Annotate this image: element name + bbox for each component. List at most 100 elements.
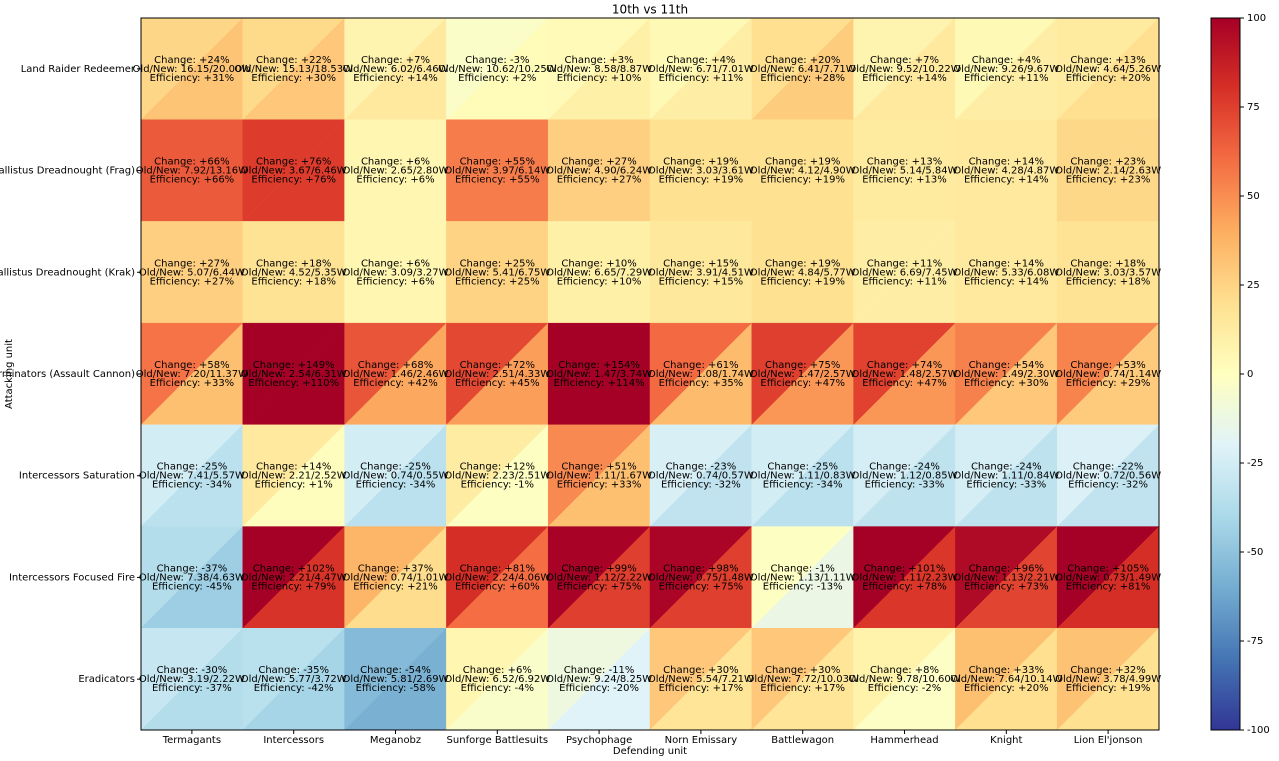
- x-tick-label: Intercessors: [263, 735, 324, 746]
- change-label: Change: +22%: [256, 55, 331, 66]
- change-label: Change: +20%: [765, 55, 840, 66]
- x-tick-label: Lion El'jonson: [1074, 735, 1143, 746]
- efficiency-label: Efficiency: +10%: [557, 73, 642, 84]
- change-label: Change: +6%: [361, 157, 430, 168]
- old-new-label: Old/New: 16.15/20.00W: [133, 64, 252, 75]
- change-label: Change: +149%: [253, 360, 335, 371]
- change-label: Change: +19%: [765, 258, 840, 269]
- old-new-label: Old/New: 5.33/6.08W: [953, 267, 1059, 278]
- old-new-label: Old/New: 5.77/3.72W: [241, 674, 347, 685]
- old-new-label: Old/New: 7.72/10.03W: [747, 674, 859, 685]
- change-label: Change: +66%: [154, 157, 229, 168]
- old-new-label: Old/New: 3.78/4.99W: [1055, 674, 1161, 685]
- change-label: Change: -30%: [157, 665, 228, 676]
- old-new-label: Old/New: 4.52/5.35W: [241, 267, 347, 278]
- change-label: Change: -11%: [564, 665, 635, 676]
- change-label: Change: +81%: [460, 563, 535, 574]
- old-new-label: Old/New: 8.58/8.87W: [546, 64, 652, 75]
- efficiency-label: Efficiency: +42%: [353, 378, 438, 389]
- heatmap: [140, 17, 1160, 731]
- old-new-label: Old/New: 1.11/0.84W: [953, 471, 1059, 482]
- old-new-label: Old/New: 1.47/3.74W: [546, 369, 652, 380]
- efficiency-label: Efficiency: +76%: [251, 175, 336, 186]
- change-label: Change: +25%: [460, 258, 535, 269]
- old-new-label: Old/New: 7.41/5.57W: [139, 471, 245, 482]
- change-label: Change: +7%: [870, 55, 939, 66]
- efficiency-label: Efficiency: +27%: [150, 276, 235, 287]
- change-label: Change: +14%: [969, 258, 1044, 269]
- change-label: Change: -1%: [771, 563, 835, 574]
- colorbar-tick-label: -100: [1247, 725, 1270, 736]
- change-label: Change: -23%: [666, 462, 737, 473]
- efficiency-label: Efficiency: +19%: [1066, 683, 1151, 694]
- old-new-label: Old/New: 7.92/13.16W: [136, 166, 248, 177]
- change-label: Change: +98%: [663, 563, 738, 574]
- efficiency-label: Efficiency: -20%: [559, 683, 639, 694]
- efficiency-label: Efficiency: +6%: [356, 276, 434, 287]
- old-new-label: Old/New: 2.21/4.47W: [241, 572, 347, 583]
- x-tick-label: Battlewagon: [771, 735, 834, 746]
- y-tick-label: Ballistus Dreadnought (Krak): [0, 267, 135, 278]
- y-tick-label: Intercessors Focused Fire: [9, 572, 135, 583]
- change-label: Change: +58%: [154, 360, 229, 371]
- efficiency-label: Efficiency: +20%: [1066, 73, 1151, 84]
- old-new-label: Old/New: 2.51/4.33W: [444, 369, 550, 380]
- old-new-label: Old/New: 1.46/2.46W: [343, 369, 449, 380]
- efficiency-label: Efficiency: +30%: [964, 378, 1049, 389]
- old-new-label: Old/New: 9.78/10.60W: [848, 674, 960, 685]
- efficiency-label: Efficiency: +19%: [659, 175, 744, 186]
- change-label: Change: +61%: [663, 360, 738, 371]
- efficiency-label: Efficiency: -34%: [356, 480, 436, 491]
- old-new-label: Old/New: 1.12/0.85W: [852, 471, 958, 482]
- x-tick-label: Meganobz: [370, 735, 421, 746]
- change-label: Change: +4%: [972, 55, 1041, 66]
- change-label: Change: +8%: [870, 665, 939, 676]
- change-label: Change: +75%: [765, 360, 840, 371]
- old-new-label: Old/New: 0.74/1.01W: [343, 572, 449, 583]
- efficiency-label: Efficiency: +47%: [862, 378, 947, 389]
- change-label: Change: +24%: [154, 55, 229, 66]
- efficiency-label: Efficiency: +79%: [251, 581, 336, 592]
- efficiency-label: Efficiency: +75%: [557, 581, 642, 592]
- change-label: Change: +3%: [565, 55, 634, 66]
- efficiency-label: Efficiency: +18%: [1066, 276, 1151, 287]
- efficiency-label: Efficiency: -33%: [865, 480, 945, 491]
- old-new-label: Old/New: 1.12/2.22W: [546, 572, 652, 583]
- change-label: Change: +54%: [969, 360, 1044, 371]
- old-new-label: Old/New: 0.75/1.48W: [648, 572, 754, 583]
- change-label: Change: -35%: [258, 665, 329, 676]
- old-new-label: Old/New: 2.14/2.63W: [1055, 166, 1161, 177]
- efficiency-label: Efficiency: -32%: [1068, 480, 1148, 491]
- cell-labels: Change: +24%Old/New: 16.15/20.00W Efficie…: [133, 55, 1162, 694]
- old-new-label: Old/New: 1.13/1.11W: [750, 572, 856, 583]
- change-label: Change: +6%: [361, 258, 430, 269]
- old-new-label: Old/New: 9.26/9.67W: [953, 64, 1059, 75]
- y-tick-label: Land Raider Redeemer: [21, 64, 136, 75]
- efficiency-label: Efficiency: +18%: [251, 276, 336, 287]
- efficiency-label: Efficiency: +23%: [1066, 175, 1151, 186]
- old-new-label: Old/New: 7.38/4.63W: [139, 572, 245, 583]
- old-new-label: Old/New: 3.67/6.46W: [241, 166, 347, 177]
- colorbar-tick-label: -25: [1247, 458, 1263, 469]
- change-label: Change: +53%: [1070, 360, 1145, 371]
- y-tick-label: Intercessors Saturation: [19, 471, 135, 482]
- efficiency-label: Efficiency: +114%: [554, 378, 645, 389]
- old-new-label: Old/New: 3.03/3.61W: [648, 166, 754, 177]
- change-label: Change: -25%: [360, 462, 431, 473]
- efficiency-label: Efficiency: +33%: [150, 378, 235, 389]
- efficiency-label: Efficiency: +47%: [760, 378, 845, 389]
- old-new-label: Old/New: 4.64/5.26W: [1055, 64, 1161, 75]
- efficiency-label: Efficiency: +14%: [353, 73, 438, 84]
- change-label: Change: +7%: [361, 55, 430, 66]
- change-label: Change: +74%: [867, 360, 942, 371]
- change-label: Change: +14%: [256, 462, 331, 473]
- efficiency-label: Efficiency: -42%: [254, 683, 334, 694]
- old-new-label: Old/New: 6.02/6.46W: [343, 64, 449, 75]
- old-new-label: Old/New: 6.71/7.01W: [648, 64, 754, 75]
- efficiency-label: Efficiency: +21%: [353, 581, 438, 592]
- change-label: Change: +30%: [663, 665, 738, 676]
- x-tick-label: Psychophage: [566, 735, 632, 746]
- efficiency-label: Efficiency: +20%: [964, 683, 1049, 694]
- change-label: Change: +96%: [969, 563, 1044, 574]
- efficiency-label: Efficiency: +55%: [455, 175, 540, 186]
